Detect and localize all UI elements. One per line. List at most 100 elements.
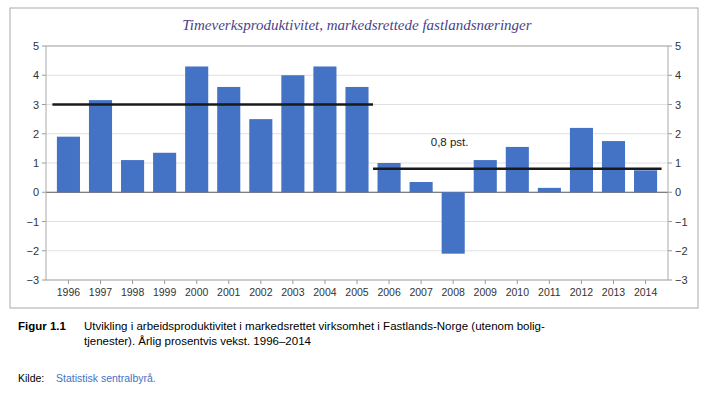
bar: [538, 188, 561, 192]
x-tick-label: 2009: [474, 286, 498, 298]
y2-tick-label: −2: [675, 245, 688, 257]
bar: [57, 137, 80, 193]
x-tick: [613, 280, 614, 284]
y-tick: [42, 163, 46, 164]
plot-data: [52, 66, 661, 253]
x-tick-label: 1996: [57, 286, 81, 298]
x-tick-label: 2005: [345, 286, 369, 298]
x-tick-label: 2002: [249, 286, 273, 298]
x-tick: [196, 280, 197, 284]
y-tick: [42, 75, 46, 76]
y2-tick: [668, 221, 672, 222]
y-tick-label: −1: [26, 216, 39, 228]
bar: [185, 66, 208, 192]
y-tick: [42, 133, 46, 134]
y-tick-label: −2: [26, 245, 39, 257]
y2-tick-label: −1: [675, 216, 688, 228]
y-tick-label: 1: [33, 157, 39, 169]
y2-tick: [668, 46, 672, 47]
bar: [570, 128, 593, 192]
caption-line: Utvikling i arbeidsproduktivitet i marke…: [84, 320, 545, 332]
x-tick-label: 1997: [89, 286, 113, 298]
bar: [634, 170, 657, 192]
bar: [153, 153, 176, 192]
bar: [89, 100, 112, 192]
bar: [474, 160, 497, 192]
bar: [121, 160, 144, 192]
x-tick-label: 1999: [153, 286, 177, 298]
grid: [46, 46, 668, 280]
bar: [281, 75, 304, 192]
y2-tick-label: −3: [675, 274, 688, 286]
bar: [345, 87, 368, 192]
y-tick-label: 0: [33, 186, 39, 198]
caption-line: tjenester). Årlig prosentvis vekst. 1996…: [84, 335, 312, 347]
x-tick: [421, 280, 422, 284]
x-tick: [389, 280, 390, 284]
border-box: [10, 8, 698, 308]
grid-line: [46, 104, 668, 105]
bar: [442, 192, 465, 253]
x-tick: [517, 280, 518, 284]
y2-tick: [668, 133, 672, 134]
bar: [217, 87, 240, 192]
bar: [313, 66, 336, 192]
y-tick-label: −3: [26, 274, 39, 286]
y2-tick-label: 0: [675, 186, 681, 198]
caption-text: Utvikling i arbeidsproduktivitet i marke…: [84, 320, 545, 347]
reference-line: [373, 168, 662, 171]
x-tick: [260, 280, 261, 284]
x-tick-label: 2003: [281, 286, 305, 298]
chart: Timeverksproduktivitet, markedsrettede f…: [0, 0, 708, 420]
y-tick-label: 3: [33, 99, 39, 111]
y2-tick-label: 5: [675, 40, 681, 52]
y2-tick-label: 1: [675, 157, 681, 169]
y2-tick: [668, 280, 672, 281]
bar: [378, 163, 401, 192]
grid-line: [46, 250, 668, 251]
x-tick-label: 2000: [185, 286, 209, 298]
x-tick: [549, 280, 550, 284]
x-tick-label: 2006: [377, 286, 401, 298]
x-tick: [645, 280, 646, 284]
x-tick: [228, 280, 229, 284]
x-tick: [292, 280, 293, 284]
y2-tick-label: 3: [675, 99, 681, 111]
grid-line: [46, 75, 668, 76]
x-tick-label: 2011: [538, 286, 561, 298]
y-tick: [42, 221, 46, 222]
reference-line: [52, 103, 373, 106]
x-tick-label: 2008: [442, 286, 466, 298]
x-tick: [485, 280, 486, 284]
plot-frame: [46, 46, 668, 280]
x-tick: [581, 280, 582, 284]
title: Timeverksproduktivitet, markedsrettede f…: [182, 17, 531, 33]
x-tick-label: 2012: [570, 286, 594, 298]
bar: [249, 119, 272, 192]
x-tick-label: 2004: [313, 286, 337, 298]
y-tick: [42, 104, 46, 105]
y-tick: [42, 250, 46, 251]
source-text: Statistisk sentralbyrå.: [56, 372, 156, 384]
y2-tick-label: 2: [675, 128, 681, 140]
y-tick: [42, 192, 46, 193]
x-tick: [100, 280, 101, 284]
y2-tick-label: 4: [675, 69, 681, 81]
x-tick-label: 2010: [506, 286, 530, 298]
x-tick-label: 2013: [602, 286, 626, 298]
y2-tick: [668, 192, 672, 193]
bar: [410, 182, 433, 192]
x-tick-label: 1998: [121, 286, 145, 298]
caption-label: Figur 1.1: [18, 320, 67, 332]
y2-tick: [668, 104, 672, 105]
y2-tick: [668, 75, 672, 76]
bar: [602, 141, 625, 192]
x-tick: [453, 280, 454, 284]
y2-tick: [668, 163, 672, 164]
x-tick-label: 2001: [217, 286, 241, 298]
x-tick: [324, 280, 325, 284]
x-tick: [164, 280, 165, 284]
y2-tick: [668, 250, 672, 251]
grid-line: [46, 221, 668, 222]
y-tick: [42, 46, 46, 47]
